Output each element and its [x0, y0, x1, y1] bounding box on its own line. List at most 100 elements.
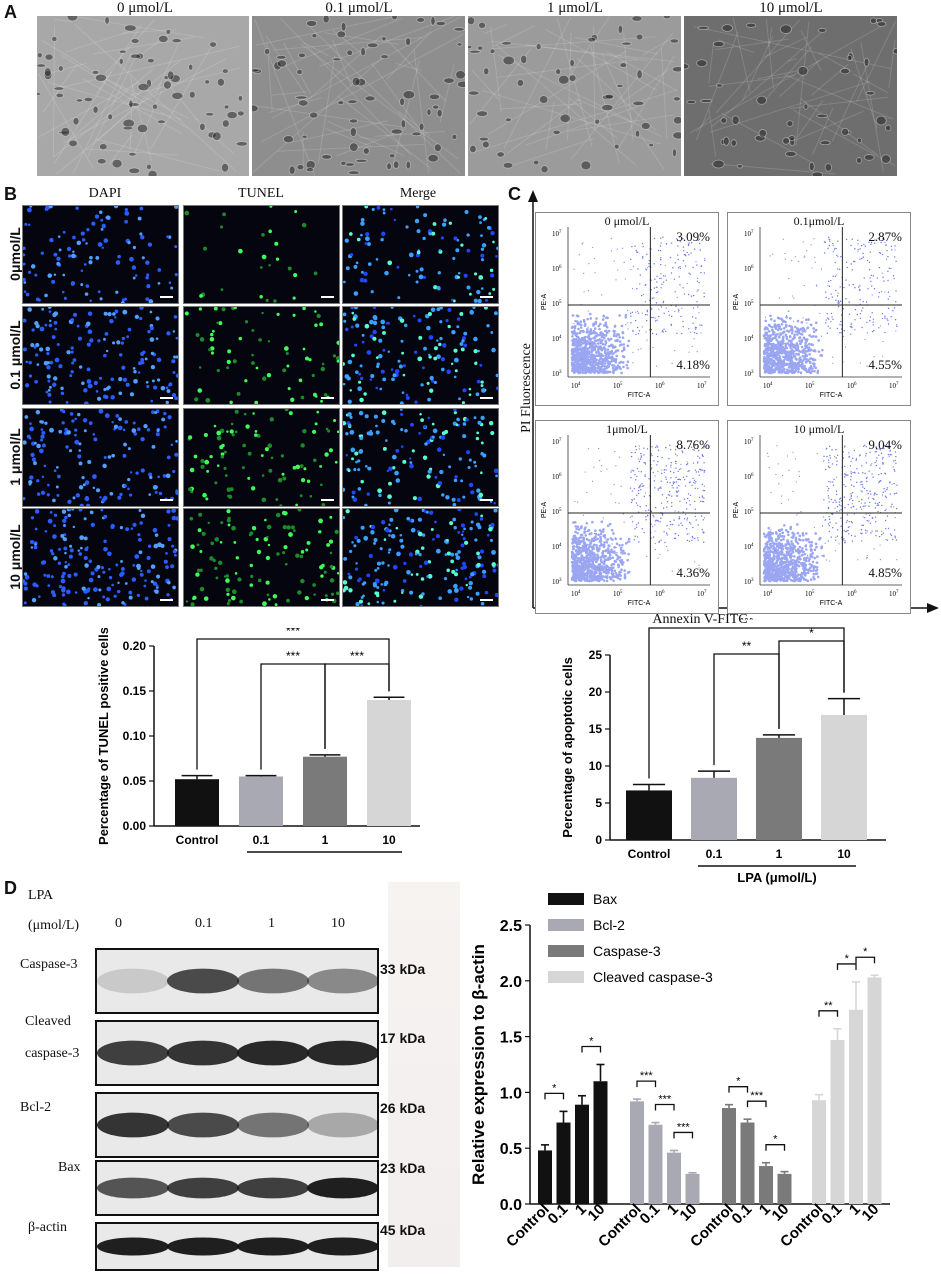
fluor-dapi-row-3	[22, 508, 179, 607]
significance-label: ***	[739, 618, 753, 627]
significance-bracket	[673, 1131, 694, 1139]
flow-plot-title: 0 μmol/L	[604, 214, 650, 228]
x-tick-label: 10	[837, 847, 851, 861]
panel-label-a: A	[4, 2, 17, 22]
wb-strip-4	[95, 1222, 379, 1271]
wb-label-bcl2: Bcl-2	[20, 1100, 52, 1115]
micrograph-1	[468, 16, 681, 176]
significance-label: **	[824, 1000, 833, 1012]
bar-10	[367, 700, 411, 826]
bar-Caspase-3-0.1	[740, 1122, 755, 1204]
wb-band	[97, 1040, 169, 1066]
flow-plot-1: 0.1μmol/L 103 104 105 106 107 104 105 106 107 FITC…	[727, 212, 911, 406]
bar-Bax-10	[593, 1081, 608, 1204]
wb-band	[237, 1177, 309, 1199]
x-axis-title: LPA (μmol/L)	[737, 870, 816, 885]
bar-Cleaved caspase-3-Control	[812, 1100, 826, 1204]
y-tick-label: 2.0	[500, 974, 522, 991]
conc-label-0: 0 μmol/L	[117, 0, 173, 16]
chart-apoptotic: 0 5 10 15 20 25 Control 0.1 1 10 LPA (μmol/L) Perce…	[560, 618, 886, 885]
y-tick-label: 15	[589, 722, 603, 736]
significance-bracket	[728, 1086, 749, 1093]
x-tick-label: 0.1	[253, 833, 270, 847]
bar-Cleaved caspase-3-1	[849, 1009, 863, 1204]
flow-lower-right-pct: 4.55%	[868, 357, 902, 372]
x-tick-label: 10	[382, 833, 396, 847]
x-tick-label: 0.1	[819, 1201, 846, 1228]
y-tick-label: 0.15	[123, 684, 147, 698]
flow-plot-title: 10 μmol/L	[793, 422, 845, 436]
fluor-tunel-row-1	[183, 306, 340, 405]
flow-y-tick: 107	[552, 438, 562, 446]
flow-upper-right-pct: 9.04%	[868, 437, 902, 452]
wb-band	[167, 1112, 239, 1138]
x-tick-label: 0.1	[637, 1201, 664, 1228]
flow-y-tick: 105	[744, 508, 754, 516]
y-tick-label: 0.5	[500, 1141, 522, 1158]
wb-band	[167, 1177, 239, 1199]
flow-x-channel: FITC-A	[820, 600, 843, 607]
bar-Control	[175, 779, 219, 826]
legend-swatch-1	[548, 919, 584, 931]
wb-lane-0: 0	[115, 916, 122, 931]
column-head-tunel: TUNEL	[238, 186, 284, 201]
chart-tunel: 0.00 0.05 0.10 0.15 0.20 Control 0.1 1 10 LPA(μmo…	[96, 628, 420, 858]
conc-label-0-1: 0.1 μmol/L	[325, 0, 393, 16]
flow-x-tick: 104	[763, 382, 773, 390]
micrograph-0-1	[252, 16, 465, 176]
bar-Caspase-3-10	[777, 1173, 792, 1204]
significance-label: ***	[677, 1121, 691, 1133]
fluor-dapi-row-1	[22, 306, 179, 405]
wb-band	[307, 1112, 377, 1138]
wb-band	[97, 968, 169, 994]
flow-plot-0: 0 μmol/L 103 104 105 106 107 104 105 106 107 FITC-…	[535, 212, 719, 406]
y-tick-label: 0.0	[500, 1197, 522, 1214]
bar-1	[756, 737, 802, 840]
flow-y-channel: PE-A	[733, 502, 740, 519]
significance-label: *	[736, 1076, 741, 1088]
y-tick-label: 5	[595, 796, 602, 810]
legend-swatch-2	[548, 945, 584, 957]
flow-x-tick: 105	[805, 382, 815, 390]
wb-label-cleaved-line1: Cleaved	[25, 1014, 71, 1029]
bar-Bcl-2-Control	[630, 1101, 644, 1204]
bar-Cleaved caspase-3-0.1	[830, 1039, 845, 1204]
bar-Bcl-2-10	[685, 1173, 700, 1204]
flow-x-tick: 104	[571, 382, 581, 390]
wb-band	[237, 1237, 309, 1256]
fluor-merge-row-3	[342, 508, 499, 607]
fluor-merge-row-1	[342, 306, 499, 405]
flow-x-tick: 104	[571, 590, 581, 598]
flow-x-tick: 107	[697, 382, 707, 390]
bar-0.1	[691, 777, 737, 840]
flow-x-tick: 105	[613, 382, 623, 390]
flow-y-tick: 104	[744, 543, 754, 551]
flow-x-axis-title: Annexin V-FITC	[652, 612, 748, 627]
x-axis-title: LPA(μmol/L)	[286, 856, 362, 858]
y-axis-title: Percentage of TUNEL positive cells	[96, 628, 111, 845]
flow-x-channel: FITC-A	[628, 600, 651, 607]
flow-y-tick: 105	[552, 300, 562, 308]
wb-label-bactin: β-actin	[28, 1220, 67, 1235]
bar-Cleaved caspase-3-10	[867, 977, 882, 1204]
y-tick-label: 0.20	[123, 639, 147, 653]
wb-band	[167, 1040, 239, 1066]
flow-x-tick: 105	[613, 590, 623, 598]
significance-label: ***	[286, 649, 300, 663]
wb-band	[167, 968, 239, 994]
fluor-dapi-row-0	[22, 205, 179, 304]
wb-label-bax: Bax	[58, 1160, 81, 1175]
fluor-merge-row-0	[342, 205, 499, 304]
significance-label: ***	[350, 649, 364, 663]
wb-lane-0-1: 0.1	[195, 916, 213, 931]
bar-Caspase-3-Control	[722, 1108, 736, 1204]
y-tick-label: 0.00	[123, 819, 147, 833]
flow-x-tick: 107	[889, 590, 899, 598]
wb-strip-3	[95, 1160, 379, 1216]
wb-band	[237, 1112, 309, 1138]
flow-y-channel: PE-A	[541, 502, 548, 519]
fluor-tunel-row-2	[183, 408, 340, 507]
significance-label: ***	[640, 1070, 654, 1082]
wb-band	[307, 1040, 377, 1066]
x-tick-label: 0.1	[545, 1201, 572, 1228]
